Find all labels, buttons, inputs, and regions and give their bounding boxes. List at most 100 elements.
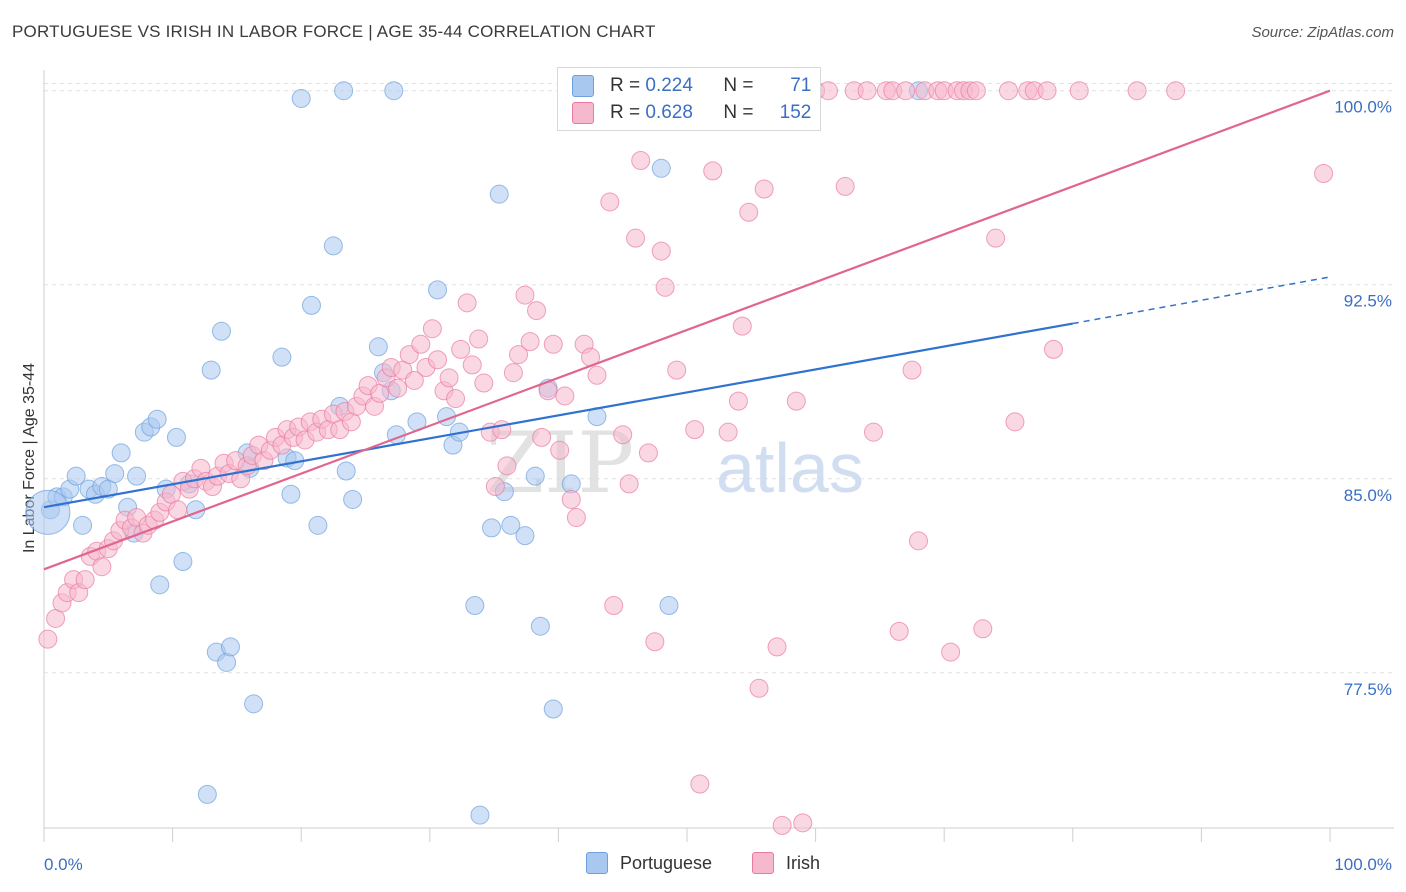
- portuguese-point: [543, 699, 563, 719]
- irish-point: [728, 391, 748, 411]
- irish-point: [655, 277, 675, 297]
- irish-point: [451, 339, 471, 359]
- portuguese-point: [343, 489, 363, 509]
- irish-point: [38, 629, 58, 649]
- irish-point: [388, 378, 408, 398]
- irish-point: [793, 813, 813, 833]
- portuguese-point: [244, 694, 264, 714]
- portuguese-point: [73, 515, 93, 535]
- portuguese-swatch: [572, 75, 594, 97]
- n-label: N =: [723, 75, 759, 96]
- portuguese-point: [336, 461, 356, 481]
- irish-swatch: [572, 102, 594, 124]
- watermark-atlas: atlas: [716, 429, 864, 507]
- portuguese-point: [197, 784, 217, 804]
- irish-point: [896, 81, 916, 101]
- irish-point: [527, 301, 547, 321]
- portuguese-point: [166, 427, 186, 447]
- irish-point: [1044, 339, 1064, 359]
- series-legend: Portuguese Irish: [0, 852, 1406, 874]
- portuguese-point: [530, 616, 550, 636]
- x-tick-label: 100.0%: [1334, 855, 1392, 874]
- axes: [43, 70, 1394, 842]
- portuguese-point: [334, 81, 354, 101]
- irish-point: [457, 293, 477, 313]
- irish-point: [619, 474, 639, 494]
- irish-point: [667, 360, 687, 380]
- portuguese-point: [368, 337, 388, 357]
- irish-point: [411, 334, 431, 354]
- irish-point: [685, 420, 705, 440]
- stats-row-portuguese: R = 0.224 N = 71: [572, 74, 811, 98]
- irish-point: [754, 179, 774, 199]
- irish-point: [446, 389, 466, 409]
- n-label: N =: [723, 102, 759, 123]
- portuguese-point: [291, 88, 311, 108]
- chart-source: Source: ZipAtlas.com: [1251, 24, 1394, 41]
- irish-point: [651, 241, 671, 261]
- irish-swatch: [752, 852, 775, 874]
- portuguese-point: [525, 466, 545, 486]
- legend-item-portuguese[interactable]: Portuguese: [585, 852, 712, 874]
- portuguese-point: [220, 637, 240, 657]
- portuguese-point: [66, 466, 86, 486]
- irish-point: [739, 202, 759, 222]
- irish-point: [92, 557, 112, 577]
- irish-point: [908, 531, 928, 551]
- r-label: R =: [610, 102, 646, 123]
- irish-point: [550, 440, 570, 460]
- irish-point: [718, 422, 738, 442]
- r-value: 0.224: [645, 75, 693, 96]
- irish-point: [818, 81, 838, 101]
- portuguese-point: [323, 236, 343, 256]
- irish-point: [587, 365, 607, 385]
- portuguese-point: [105, 464, 125, 484]
- y-tick-label: 85.0%: [1344, 486, 1392, 505]
- irish-point: [973, 619, 993, 639]
- irish-point: [1037, 81, 1057, 101]
- portuguese-point: [25, 489, 71, 535]
- irish-point: [690, 774, 710, 794]
- irish-point: [503, 363, 523, 383]
- y-tick-label: 100.0%: [1334, 98, 1392, 117]
- x-tick-label: 0.0%: [44, 855, 83, 874]
- irish-point: [613, 425, 633, 445]
- irish-point: [1127, 81, 1147, 101]
- portuguese-point: [308, 515, 328, 535]
- portuguese-trend-extension: [1072, 276, 1331, 325]
- irish-points: [38, 81, 1334, 835]
- irish-point: [645, 632, 665, 652]
- y-tick-label: 77.5%: [1344, 680, 1392, 699]
- portuguese-point: [150, 575, 170, 595]
- irish-point: [732, 316, 752, 336]
- irish-point: [600, 192, 620, 212]
- tick-labels: 77.5% 85.0% 92.5% 100.0% 0.0% 100.0%: [44, 98, 1392, 874]
- legend-item-irish[interactable]: Irish: [752, 852, 820, 874]
- irish-point: [428, 350, 448, 370]
- n-value: 152: [779, 102, 812, 123]
- portuguese-trend-line: [43, 322, 1073, 509]
- irish-point: [485, 477, 505, 497]
- irish-point: [532, 427, 552, 447]
- irish-point: [749, 678, 769, 698]
- irish-point: [626, 228, 646, 248]
- watermark: ZIP atlas: [486, 414, 864, 512]
- r-label: R =: [610, 75, 646, 96]
- portuguese-point: [651, 158, 671, 178]
- irish-point: [515, 285, 535, 305]
- portuguese-point: [201, 360, 221, 380]
- irish-point: [902, 360, 922, 380]
- irish-point: [604, 596, 624, 616]
- irish-point: [543, 334, 563, 354]
- irish-point: [703, 161, 723, 181]
- irish-point: [835, 176, 855, 196]
- chart-title: PORTUGUESE VS IRISH IN LABOR FORCE | AGE…: [12, 22, 656, 41]
- irish-point: [767, 637, 787, 657]
- irish-point: [1314, 163, 1334, 183]
- portuguese-point: [659, 596, 679, 616]
- portuguese-point: [211, 321, 231, 341]
- trend-lines: [43, 89, 1331, 571]
- portuguese-point: [301, 295, 321, 315]
- portuguese-point: [501, 515, 521, 535]
